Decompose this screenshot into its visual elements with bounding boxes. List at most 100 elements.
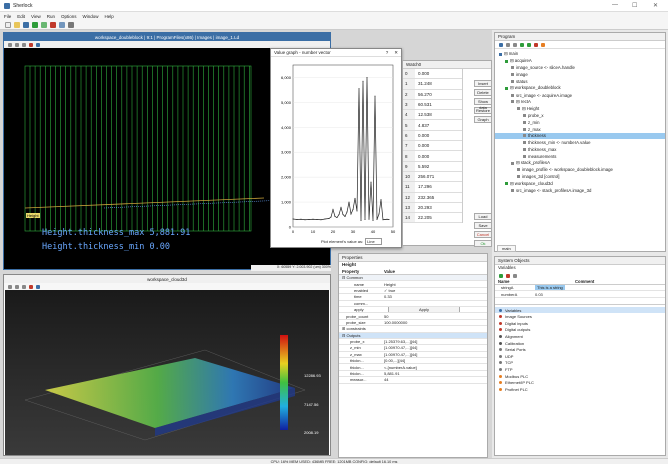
- open-icon[interactable]: [13, 22, 20, 28]
- system-object-item[interactable]: Alignment: [495, 333, 665, 340]
- program-tree-item[interactable]: ⊟ Height: [495, 105, 665, 112]
- plot-as-select[interactable]: Line: [365, 238, 382, 245]
- watch-row[interactable]: 12 232.365: [403, 192, 462, 203]
- watch-row[interactable]: 9 5.592: [403, 161, 462, 172]
- property-row[interactable]: name Height: [339, 281, 487, 288]
- system-object-item[interactable]: Serial Ports: [495, 346, 665, 353]
- save-icon[interactable]: [22, 22, 29, 28]
- step-icon[interactable]: [40, 22, 47, 28]
- copy-icon[interactable]: [505, 42, 510, 47]
- system-object-item[interactable]: Digital outputs: [495, 327, 665, 334]
- watch-row[interactable]: 14 22.205: [403, 213, 462, 224]
- cloud3d-window[interactable]: workspace_cloud3d 12286.93 7147.56 2008.…: [3, 274, 331, 456]
- property-row[interactable]: z_min [1.00970.47,...][44]: [339, 345, 487, 352]
- program-tree-item[interactable]: src_image <- acquireA.image: [495, 92, 665, 99]
- property-row[interactable]: thickn... [0.00,...][44]: [339, 358, 487, 365]
- program-tree-item[interactable]: thickness_min <- numberA.value: [495, 139, 665, 146]
- program-tree-item[interactable]: probe_x: [495, 112, 665, 119]
- system-object-item[interactable]: Digital inputs: [495, 320, 665, 327]
- program-tree-item[interactable]: ⊟ acquireA: [495, 58, 665, 65]
- watch-row[interactable]: 2 56.270: [403, 89, 462, 100]
- watch-row[interactable]: 0 0.000: [403, 69, 462, 80]
- program-tree-item[interactable]: ⊟ workspace_doubleblock: [495, 85, 665, 92]
- pause-icon[interactable]: [58, 22, 65, 28]
- watch-row[interactable]: 6 0.000: [403, 130, 462, 142]
- ok-button[interactable]: Ok: [474, 240, 492, 247]
- program-tree-item[interactable]: status: [495, 78, 665, 85]
- delete-button[interactable]: Delete: [474, 89, 492, 96]
- system-object-item[interactable]: UDP: [495, 353, 665, 360]
- property-row[interactable]: ⊟ Outputs: [339, 332, 487, 339]
- insert-button[interactable]: Insert: [474, 80, 492, 87]
- graph-button[interactable]: Graph: [474, 116, 492, 123]
- watch-row[interactable]: 8 0.000: [403, 151, 462, 162]
- system-object-item[interactable]: Calibration: [495, 340, 665, 347]
- watch-row[interactable]: 7 0.000: [403, 141, 462, 152]
- close-button[interactable]: ✕: [653, 3, 659, 9]
- stop-icon[interactable]: [49, 22, 56, 28]
- paste-icon[interactable]: [512, 42, 517, 47]
- maximize-button[interactable]: ☐: [632, 3, 638, 9]
- property-row[interactable]: measur... 44: [339, 377, 487, 384]
- menu-view[interactable]: View: [31, 14, 41, 19]
- zoom-icon[interactable]: [21, 284, 26, 289]
- watch-row[interactable]: 4 12.538: [403, 110, 462, 121]
- roi-icon[interactable]: [28, 42, 33, 47]
- minimize-button[interactable]: —: [612, 2, 618, 8]
- system-object-item[interactable]: Image Sources: [495, 313, 665, 320]
- property-row[interactable]: probe_size 100.0000000: [339, 320, 487, 327]
- property-value[interactable]: Apply: [388, 306, 461, 313]
- program-tree-item[interactable]: images_3d [control]: [495, 173, 665, 180]
- value-graph-close-icon[interactable]: ✕: [394, 49, 398, 55]
- new-icon[interactable]: [4, 22, 11, 28]
- watch-row[interactable]: 10 256.071: [403, 171, 462, 183]
- property-row[interactable]: ⊞ constraints: [339, 326, 487, 333]
- property-row[interactable]: thickn... <-[numberA.value]: [339, 364, 487, 371]
- system-object-item[interactable]: Profinet PLC: [495, 386, 665, 393]
- move-up-icon[interactable]: [519, 42, 524, 47]
- image-canvas[interactable]: [4, 48, 330, 262]
- system-object-item[interactable]: Variables: [495, 306, 665, 314]
- value-graph-dialog[interactable]: Value graph - number vector ? ✕ 6,000 5,0…: [270, 48, 402, 248]
- property-row[interactable]: ⊟ Common: [339, 275, 487, 282]
- property-row[interactable]: time 0.33: [339, 294, 487, 301]
- system-object-item[interactable]: TCP: [495, 360, 665, 367]
- menu-window[interactable]: Window: [82, 14, 99, 19]
- settings-icon[interactable]: [67, 22, 74, 28]
- load-button[interactable]: Load: [474, 213, 492, 220]
- property-row[interactable]: apply Apply: [339, 306, 487, 314]
- program-tree-item[interactable]: ⊟ workspace_cloud3d: [495, 180, 665, 187]
- cloud3d-title-bar[interactable]: workspace_cloud3d: [4, 275, 330, 283]
- cancel-button[interactable]: Cancel: [474, 231, 492, 238]
- program-tree-item[interactable]: ⊟ stack_profilesA: [495, 160, 665, 167]
- program-tree-item[interactable]: image: [495, 71, 665, 78]
- system-object-item[interactable]: FTP: [495, 366, 665, 373]
- program-tree-item[interactable]: thickness: [495, 132, 665, 140]
- menu-options[interactable]: Options: [60, 14, 77, 19]
- color-icon[interactable]: [28, 284, 33, 289]
- settings-icon[interactable]: [540, 42, 545, 47]
- program-tree-item[interactable]: src_image <- stack_profilesA.image_3d: [495, 187, 665, 194]
- program-tree-item[interactable]: ⊟ main: [495, 51, 665, 58]
- system-object-item[interactable]: Modbus PLC: [495, 373, 665, 380]
- property-row[interactable]: probe_count 50: [339, 313, 487, 320]
- property-row[interactable]: comm...: [339, 301, 487, 307]
- value-graph-title-bar[interactable]: Value graph - number vector ? ✕: [271, 49, 401, 57]
- watch-row[interactable]: 5 4.837: [403, 120, 462, 131]
- fit-icon[interactable]: [21, 42, 26, 47]
- show-data-button[interactable]: Show data: [474, 98, 492, 110]
- property-row[interactable]: enabled ✓ true: [339, 288, 487, 295]
- program-tree-item[interactable]: image_profile <- workspace_doubleblock.i…: [495, 167, 665, 174]
- restore-button[interactable]: Restore: [474, 107, 492, 114]
- remove-variable-icon[interactable]: [505, 273, 510, 278]
- save-watch-button[interactable]: Save: [474, 222, 492, 229]
- zoom-out-icon[interactable]: [14, 42, 19, 47]
- property-row[interactable]: z_max [1.00970.47,...][44]: [339, 352, 487, 359]
- edit-variable-icon[interactable]: [512, 273, 517, 278]
- property-row[interactable]: probe_x [1.25379.63,...][44]: [339, 339, 487, 346]
- run-icon[interactable]: [31, 22, 38, 28]
- add-icon[interactable]: [498, 42, 503, 47]
- program-tree-item[interactable]: z_max: [495, 126, 665, 133]
- menu-edit[interactable]: Edit: [17, 14, 26, 19]
- property-row[interactable]: thickn... 5,881.91: [339, 371, 487, 378]
